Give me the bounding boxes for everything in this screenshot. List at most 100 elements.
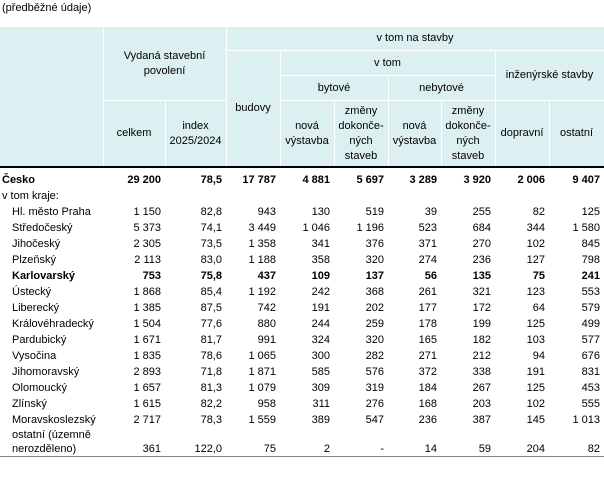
subheading-row: v tom kraje: [0, 188, 604, 204]
cell: 78,3 [200, 414, 222, 426]
row-label: Vysočina [12, 350, 57, 362]
cell: 212 [472, 350, 491, 362]
cell: 3 449 [248, 222, 276, 234]
table-row: Jihočeský 2 305 73,5 1 358 341 376 371 270 102 84… [0, 236, 604, 252]
cell: 958 [257, 398, 276, 410]
cell: 1 504 [133, 318, 161, 330]
cell: 338 [472, 366, 491, 378]
row-label: Liberecký [12, 302, 60, 314]
cell: 1 188 [248, 254, 276, 266]
cell: 202 [365, 302, 384, 314]
cell: 943 [257, 206, 276, 218]
cell: 1 385 [133, 302, 161, 314]
cell: 361 [103, 428, 165, 457]
cell: 3 289 [388, 166, 441, 188]
table-row: Jihomoravský 2 893 71,8 1 871 585 576 372 338 19… [0, 364, 604, 380]
cell: 676 [581, 350, 601, 362]
cell: 73,5 [200, 238, 222, 250]
cell: 71,8 [200, 366, 222, 378]
cell: 991 [257, 334, 276, 346]
cell: 1 192 [248, 286, 276, 298]
header-cell: změny dokonče-ných staveb [440, 100, 496, 168]
cell: 182 [472, 334, 491, 346]
cell: 75,8 [200, 270, 222, 282]
table-row: Karlovarský 753 75,8 437 109 137 56 135 75 241 [0, 268, 604, 284]
cell: 172 [472, 302, 491, 314]
cell: 320 [365, 254, 384, 266]
cell: 74,1 [200, 222, 222, 234]
cell: 14 [388, 428, 441, 457]
cell: 77,6 [200, 318, 222, 330]
cell: 576 [365, 366, 384, 378]
cell: 519 [365, 206, 384, 218]
header-cell: nová výstavba [387, 100, 442, 168]
cell: 75 [226, 428, 280, 457]
header-cell: bytové [279, 75, 389, 101]
cell: 742 [257, 302, 276, 314]
header-cell: ostatní [548, 100, 604, 168]
cell: 389 [311, 414, 330, 426]
cell: 259 [365, 318, 384, 330]
cell: 102 [526, 238, 545, 250]
cell: 109 [311, 270, 330, 282]
header-cell: změny dokonče-ných staveb [333, 100, 389, 168]
row-label: Středočeský [12, 222, 73, 234]
cell: 1 150 [133, 206, 161, 218]
cell: 17 787 [226, 166, 280, 188]
cell: 2 305 [133, 238, 161, 250]
table-row: Zlínský 1 615 82,2 958 311 276 168 203 102 555 [0, 396, 604, 412]
cell: 372 [418, 366, 437, 378]
cell: 453 [581, 382, 601, 394]
header-cell: nebytové [387, 75, 496, 101]
cell: 242 [311, 286, 330, 298]
row-label: Plzeňský [12, 254, 57, 266]
cell: 125 [526, 318, 545, 330]
header-cell: v tom na stavby [225, 26, 604, 51]
table-row: Plzeňský 2 113 83,0 1 188 358 320 274 236 127 798 [0, 252, 604, 268]
cell: 5 373 [133, 222, 161, 234]
cell: 831 [581, 366, 601, 378]
cell: 122,0 [165, 428, 226, 457]
cell: 87,5 [200, 302, 222, 314]
cell: 178 [418, 318, 437, 330]
row-label: Karlovarský [12, 270, 75, 282]
table-row: Moravskoslezský 2 717 78,3 1 559 389 547 236 38… [0, 412, 604, 428]
cell: 499 [581, 318, 601, 330]
cell: 184 [418, 382, 437, 394]
cell: 270 [472, 238, 491, 250]
cell: 145 [526, 414, 545, 426]
table-row: Pardubický 1 671 81,7 991 324 320 165 182 103 577 [0, 332, 604, 348]
cell: 684 [472, 222, 491, 234]
cell: 341 [311, 238, 330, 250]
cell: 127 [526, 254, 545, 266]
cell: 2 893 [133, 366, 161, 378]
cell: 204 [495, 428, 549, 457]
data-table: Vydaná stavební povolení v tom na stavby… [0, 26, 604, 457]
cell: 579 [581, 302, 601, 314]
cell: 880 [257, 318, 276, 330]
cell: 585 [311, 366, 330, 378]
cell: 135 [472, 270, 491, 282]
cell: 437 [257, 270, 276, 282]
cell: 85,4 [200, 286, 222, 298]
table-row: Královéhradecký 1 504 77,6 880 244 259 178 199 1… [0, 316, 604, 332]
cell: 1 013 [572, 414, 601, 426]
cell: 75 [532, 270, 545, 282]
table-row: ostatní (územně nerozděleno) 361 122,0 75 2-… [0, 428, 604, 457]
header-cell: celkem [102, 100, 166, 168]
cell: 309 [311, 382, 330, 394]
subheading: v tom kraje: [2, 190, 59, 202]
cell: 282 [365, 350, 384, 362]
header-cell: index 2025/2024 [164, 100, 227, 168]
row-label: Královéhradecký [12, 318, 94, 330]
cell: 1 065 [248, 350, 276, 362]
cell: 1 046 [302, 222, 330, 234]
table-row: Liberecký 1 385 87,5 742 191 202 177 172 64 579 [0, 300, 604, 316]
table-row: Vysočina 1 835 78,6 1 065 300 282 271 212 94 676 [0, 348, 604, 364]
cell: 244 [311, 318, 330, 330]
row-label: Česko [0, 166, 103, 188]
cell: 753 [142, 270, 161, 282]
cell: 271 [418, 350, 437, 362]
cell: 274 [418, 254, 437, 266]
